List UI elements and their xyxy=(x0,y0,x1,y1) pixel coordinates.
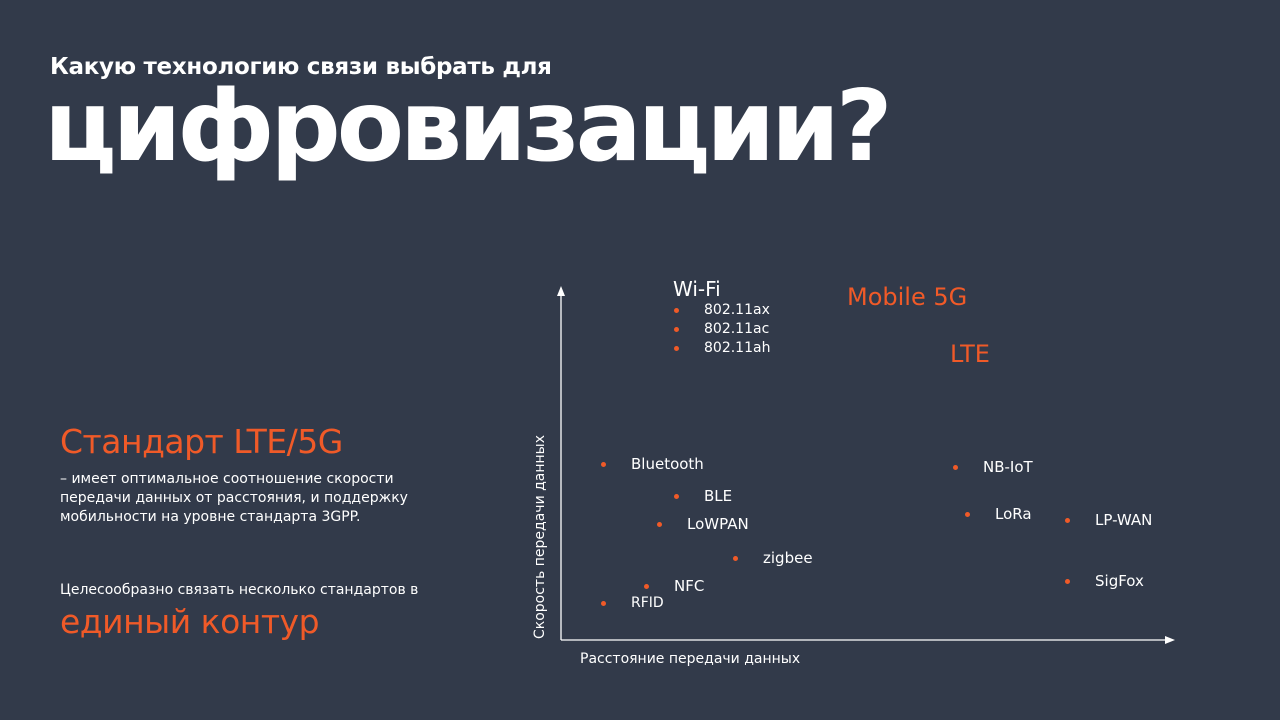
lora-label: LoRa xyxy=(995,505,1032,523)
nbiot-label: NB-IoT xyxy=(983,458,1033,476)
zigbee-bullet xyxy=(733,556,738,561)
nfc-bullet xyxy=(644,584,649,589)
wifi-item: 802.11ac xyxy=(704,321,770,337)
bluetooth-bullet xyxy=(601,462,606,467)
lora-bullet xyxy=(965,512,970,517)
sigfox-bullet xyxy=(1065,579,1070,584)
lte-5g-heading: Стандарт LTE/5G xyxy=(60,422,343,461)
sigfox-label: SigFox xyxy=(1095,572,1144,590)
lowpan-label: LoWPAN xyxy=(687,515,749,533)
wifi-item-bullet xyxy=(674,308,679,313)
nfc-label: NFC xyxy=(674,577,705,595)
lte-5g-description: – имеет оптимальное соотношение скорости… xyxy=(60,471,408,525)
lpwan-bullet xyxy=(1065,518,1070,523)
title-line-1: Какую технологию связи выбрать для xyxy=(50,54,552,80)
wifi-item-bullet xyxy=(674,327,679,332)
wifi-item: 802.11ax xyxy=(704,302,770,318)
lowpan-bullet xyxy=(657,522,662,527)
lte-label: LTE xyxy=(950,340,990,368)
y-axis-label: Скорость передачи данных xyxy=(532,434,548,640)
y-axis-arrow-icon xyxy=(557,286,565,296)
page-title: цифровизации? xyxy=(44,70,893,184)
wifi-item-bullet xyxy=(674,346,679,351)
mobile-5g-label: Mobile 5G xyxy=(847,283,968,311)
wifi-title: Wi-Fi xyxy=(673,277,721,301)
rfid-bullet xyxy=(601,601,606,606)
zigbee-label: zigbee xyxy=(763,549,813,567)
bluetooth-label: Bluetooth xyxy=(631,455,704,473)
rfid-label: RFID xyxy=(631,595,664,611)
x-axis-label: Расстояние передачи данных xyxy=(580,651,801,667)
unified-contour-highlight: единый контур xyxy=(60,602,320,641)
ble-bullet xyxy=(674,494,679,499)
lpwan-label: LP-WAN xyxy=(1095,511,1153,529)
x-axis-arrow-icon xyxy=(1165,636,1175,644)
advice-text: Целесообразно связать несколько стандарт… xyxy=(60,582,419,598)
ble-label: BLE xyxy=(704,487,733,505)
nbiot-bullet xyxy=(953,465,958,470)
wifi-item: 802.11ah xyxy=(704,340,771,356)
